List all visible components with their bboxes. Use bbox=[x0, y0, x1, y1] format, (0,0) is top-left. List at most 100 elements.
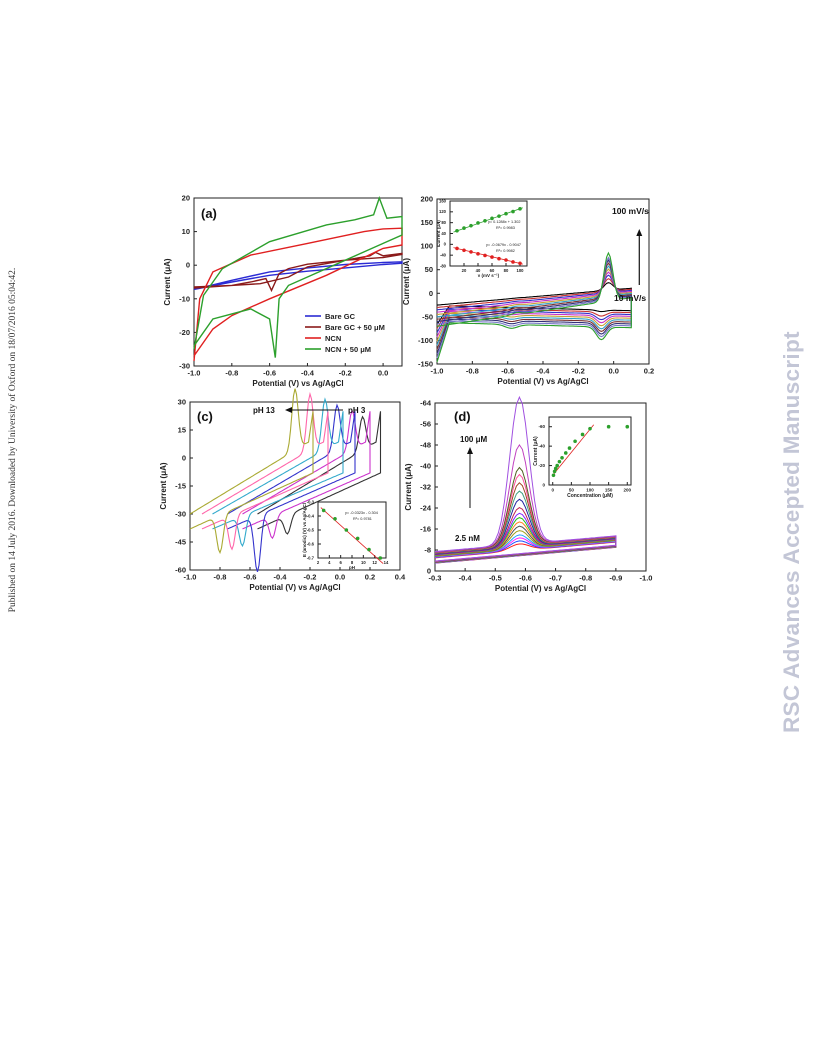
y-axis-label: Current (μA) bbox=[163, 258, 172, 305]
y-tick-label: 200 bbox=[420, 195, 433, 204]
y-tick-label: 40 bbox=[441, 231, 446, 236]
fit-r2: R²= 0.9983 bbox=[496, 226, 515, 230]
y-tick-label: 120 bbox=[439, 209, 447, 214]
x-tick-label: 80 bbox=[504, 268, 509, 273]
panel-a: -1.0 -0.8 -0.6 -0.4 -0.2 0.0 20 10 0 -10 -20 -30 Pot… bbox=[163, 194, 403, 388]
data-point bbox=[497, 214, 501, 218]
cv-curve bbox=[189, 388, 314, 555]
data-point bbox=[367, 547, 371, 552]
data-point bbox=[355, 536, 360, 541]
cv-curve bbox=[212, 397, 344, 548]
data-point bbox=[573, 439, 577, 444]
data-point bbox=[511, 209, 515, 214]
cv-curve bbox=[227, 403, 356, 572]
y-tick-label: -56 bbox=[420, 420, 431, 429]
y-tick-label: -40 bbox=[440, 253, 447, 258]
y-tick-label: 20 bbox=[182, 194, 190, 203]
fit-equation: y= 0.1288x + 1.302 bbox=[488, 220, 521, 224]
data-point bbox=[588, 426, 592, 431]
cv-curve bbox=[242, 409, 371, 540]
x-tick-label: 0.0 bbox=[608, 367, 618, 376]
annotation: pH 13 bbox=[253, 406, 275, 415]
data-point bbox=[483, 253, 487, 258]
x-tick-label: 150 bbox=[605, 488, 613, 493]
x-tick-label: 50 bbox=[569, 488, 575, 493]
data-point bbox=[490, 216, 494, 221]
y-tick-label: -40 bbox=[538, 444, 545, 449]
data-point bbox=[511, 260, 515, 264]
x-tick-label: -0.8 bbox=[225, 369, 238, 378]
x-tick-label: -0.4 bbox=[274, 573, 288, 582]
legend-label: NCN bbox=[325, 334, 341, 343]
x-tick-label: 100 bbox=[586, 488, 594, 493]
x-tick-label: -0.7 bbox=[549, 574, 562, 583]
data-point bbox=[625, 424, 630, 429]
y-tick-label: -20 bbox=[538, 463, 545, 468]
dpv-curve bbox=[434, 395, 617, 562]
y-tick-label: -0.3 bbox=[307, 499, 315, 504]
cv-curve bbox=[193, 195, 403, 358]
data-point bbox=[462, 248, 466, 253]
x-tick-label: 0.2 bbox=[365, 573, 375, 582]
y-tick-label: 50 bbox=[425, 265, 433, 274]
x-tick-label: 0.4 bbox=[395, 573, 406, 582]
data-point bbox=[504, 211, 508, 216]
x-tick-label: 2 bbox=[317, 560, 320, 565]
panel-label: (a) bbox=[201, 206, 217, 221]
x-tick-label: 10 bbox=[361, 560, 366, 565]
panel-label: (c) bbox=[197, 409, 213, 424]
y-tick-label: 0 bbox=[427, 567, 431, 576]
x-tick-label: -1.0 bbox=[188, 369, 201, 378]
fit-r2: R²= 0.9982 bbox=[496, 249, 515, 253]
y-axis-label: E (anodic) (V) vs Ag/AgCl bbox=[302, 503, 307, 557]
data-point bbox=[552, 469, 557, 474]
y-tick-label: -10 bbox=[179, 294, 190, 303]
cv-curve bbox=[257, 411, 382, 535]
cv-curve bbox=[436, 251, 632, 363]
data-point bbox=[469, 250, 473, 254]
annotation: 100 mV/s bbox=[612, 206, 649, 216]
y-axis-label: Current (μA) bbox=[436, 220, 441, 247]
data-point bbox=[469, 223, 473, 228]
data-point bbox=[462, 226, 466, 230]
x-tick-label: -1.0 bbox=[640, 574, 653, 583]
y-tick-label: -48 bbox=[420, 441, 431, 450]
x-tick-label: -0.6 bbox=[519, 574, 532, 583]
y-axis-label: Current (μA) bbox=[159, 462, 168, 509]
y-tick-label: -60 bbox=[538, 424, 545, 429]
y-tick-label: 160 bbox=[439, 198, 447, 203]
x-tick-label: -0.4 bbox=[459, 574, 473, 583]
x-tick-label: 6 bbox=[339, 560, 342, 565]
fit-equation: y= -0.0323x - 0.304 bbox=[345, 511, 378, 515]
data-point bbox=[551, 473, 556, 478]
legend-label: Bare GC bbox=[325, 312, 356, 321]
y-tick-label: -16 bbox=[420, 525, 431, 534]
y-tick-label: -30 bbox=[179, 362, 190, 371]
data-point bbox=[606, 424, 611, 429]
data-point bbox=[504, 258, 508, 262]
x-axis-label: Potential (V) vs Ag/AgCl bbox=[249, 583, 340, 592]
y-tick-label: -24 bbox=[420, 504, 432, 513]
y-tick-label: 0 bbox=[429, 289, 433, 298]
y-tick-label: -0.5 bbox=[307, 527, 315, 532]
x-tick-label: -1.0 bbox=[431, 367, 444, 376]
data-point bbox=[580, 432, 585, 437]
scan-arrowhead bbox=[636, 229, 643, 236]
data-point bbox=[557, 459, 562, 464]
inset-bg bbox=[318, 502, 386, 558]
data-point bbox=[455, 246, 459, 251]
y-tick-label: 15 bbox=[178, 426, 186, 435]
data-point bbox=[344, 528, 349, 532]
panel-b: -1.0 -0.8 -0.6 -0.4 -0.2 0.0 0.2200150100500-5… bbox=[402, 195, 654, 387]
y-tick-label: -8 bbox=[424, 546, 431, 555]
ph-arrowhead bbox=[285, 407, 292, 413]
fit-line bbox=[320, 507, 384, 564]
annotation: pH 3 bbox=[348, 406, 366, 415]
x-tick-label: 0.2 bbox=[644, 367, 654, 376]
data-point bbox=[518, 261, 522, 266]
x-axis-label: Concentration (μM) bbox=[567, 493, 613, 499]
x-tick-label: 100 bbox=[517, 268, 525, 273]
x-tick-label: -0.2 bbox=[572, 367, 585, 376]
inset-c: 2 4 6 8 10 12 14 -0.3 -0.4 -0.5 -0.6 -0.7 pH E (anodi… bbox=[302, 499, 389, 570]
y-tick-label: -64 bbox=[420, 399, 432, 408]
